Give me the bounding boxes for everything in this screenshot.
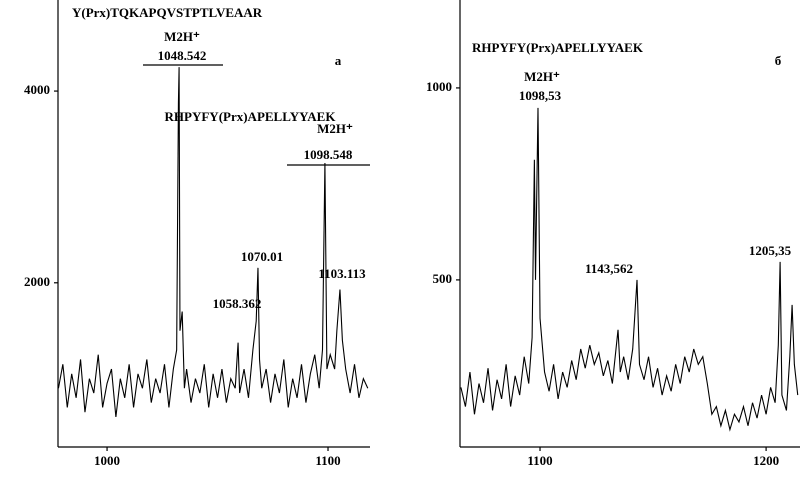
annotation: 1070.01 bbox=[241, 249, 283, 264]
annotation: M2H⁺ bbox=[317, 121, 353, 136]
annotation: 1205,35 bbox=[749, 243, 792, 258]
annotation: 1098,53 bbox=[519, 88, 562, 103]
x-tick-label: 1100 bbox=[315, 453, 340, 468]
annotation: Y(Prx)TQKAPQVSTPTLVEAAR bbox=[72, 5, 263, 20]
y-tick-label: 500 bbox=[433, 271, 453, 286]
x-tick-label: 1100 bbox=[527, 453, 552, 468]
annotation: 1143,562 bbox=[585, 261, 633, 276]
annotation: 1103.113 bbox=[318, 266, 366, 281]
annotation: RHPYFY(Prx)APELLYYAEK bbox=[472, 40, 644, 55]
x-tick-label: 1000 bbox=[94, 453, 120, 468]
annotation: RHPYFY(Prx)APELLYYAEK bbox=[165, 109, 337, 124]
y-tick-label: 2000 bbox=[24, 274, 50, 289]
annotation: 1098.548 bbox=[304, 147, 353, 162]
annotation: б bbox=[775, 53, 782, 68]
annotation: а bbox=[335, 53, 342, 68]
y-tick-label: 4000 bbox=[24, 82, 50, 97]
x-tick-label: 1200 bbox=[753, 453, 779, 468]
spectrum-line bbox=[460, 107, 799, 432]
annotation: 1048.542 bbox=[158, 48, 207, 63]
annotation: 1058.362 bbox=[213, 296, 262, 311]
y-tick-label: 1000 bbox=[426, 79, 452, 94]
spectrum-line bbox=[57, 67, 369, 418]
annotation: M2H⁺ bbox=[164, 29, 200, 44]
annotation: M2H⁺ bbox=[524, 69, 560, 84]
